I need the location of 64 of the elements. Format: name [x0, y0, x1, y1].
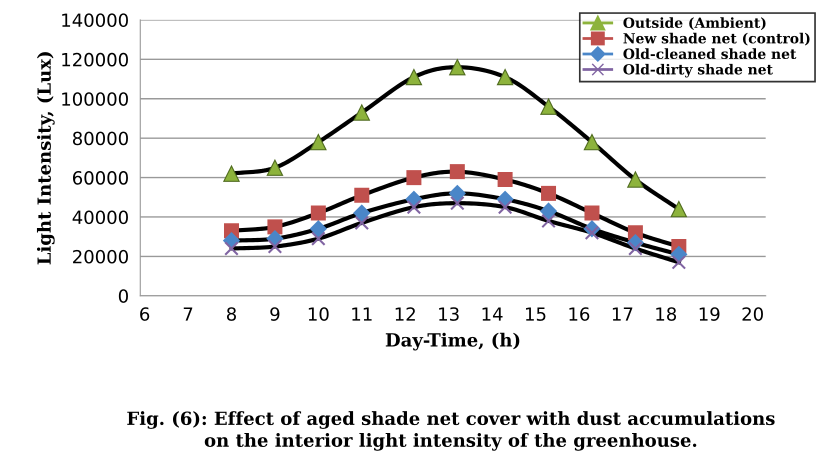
point	[584, 134, 600, 150]
point	[267, 219, 282, 234]
x-tick-label: 14	[482, 307, 503, 321]
x-tick-label: 13	[439, 307, 459, 321]
point	[498, 200, 512, 214]
x-axis-title: Day-Time, (h)	[386, 332, 520, 350]
y-tick-label: 100000	[62, 92, 128, 106]
point	[496, 68, 514, 86]
y-tick-label: 120000	[62, 52, 128, 66]
point	[354, 188, 370, 203]
point	[268, 239, 282, 254]
y-axis-title: Light Intensity, (Lux)	[36, 52, 55, 264]
point	[406, 68, 422, 86]
point	[224, 241, 239, 256]
x-tick-label: 11	[352, 307, 372, 321]
point	[353, 204, 370, 222]
y-tick-label: 140000	[62, 13, 128, 28]
point	[310, 220, 327, 238]
point	[310, 206, 326, 221]
legend-label: Old-dirty shade net	[623, 64, 773, 78]
point	[450, 196, 465, 210]
x-tick-label: 19	[700, 307, 720, 321]
text: Fig. (6): Effect of aged shade net cover with dust accumulations on the interior light intensity of the greenhouse.	[127, 411, 775, 451]
legend-label: New shade net (control)	[623, 32, 810, 46]
point	[540, 202, 557, 220]
y-tick-label: 80000	[72, 132, 128, 146]
legend-label: Outside (Ambient)	[623, 17, 766, 30]
point	[450, 164, 465, 180]
point	[354, 104, 370, 121]
point	[498, 172, 513, 188]
point	[670, 200, 688, 218]
x-tick-label: 12	[396, 307, 415, 321]
legend-label: Old-cleaned shade net	[623, 48, 796, 60]
point	[541, 186, 556, 201]
point	[266, 160, 284, 176]
x-tick-label: 18	[656, 307, 676, 321]
x-tick-label: 20	[742, 307, 763, 321]
point	[406, 170, 422, 186]
y-tick-label: 40000	[72, 210, 128, 224]
point	[628, 241, 643, 256]
point	[541, 214, 556, 228]
point	[540, 98, 557, 115]
x-tick-label: 6	[140, 307, 150, 321]
point	[223, 165, 240, 182]
y-tick-label: 20000	[73, 250, 128, 264]
point	[584, 206, 600, 221]
point	[449, 59, 466, 76]
x-tick-label: 17	[612, 307, 632, 321]
point	[672, 255, 686, 270]
point	[354, 216, 370, 230]
point	[627, 171, 644, 188]
x-tick-label: 9	[270, 307, 280, 321]
point	[448, 184, 466, 202]
y-tick-label: 0	[118, 289, 128, 303]
x-tick-label: 8	[226, 307, 236, 321]
point	[310, 134, 327, 150]
x-tick-label: 16	[569, 307, 590, 321]
y-tick-label: 60000	[72, 171, 128, 185]
x-tick-label: 7	[184, 307, 192, 321]
point	[584, 225, 600, 240]
point	[311, 231, 326, 246]
x-tick-label: 10	[308, 307, 329, 321]
point	[406, 200, 422, 214]
x-tick-label: 15	[526, 307, 546, 321]
